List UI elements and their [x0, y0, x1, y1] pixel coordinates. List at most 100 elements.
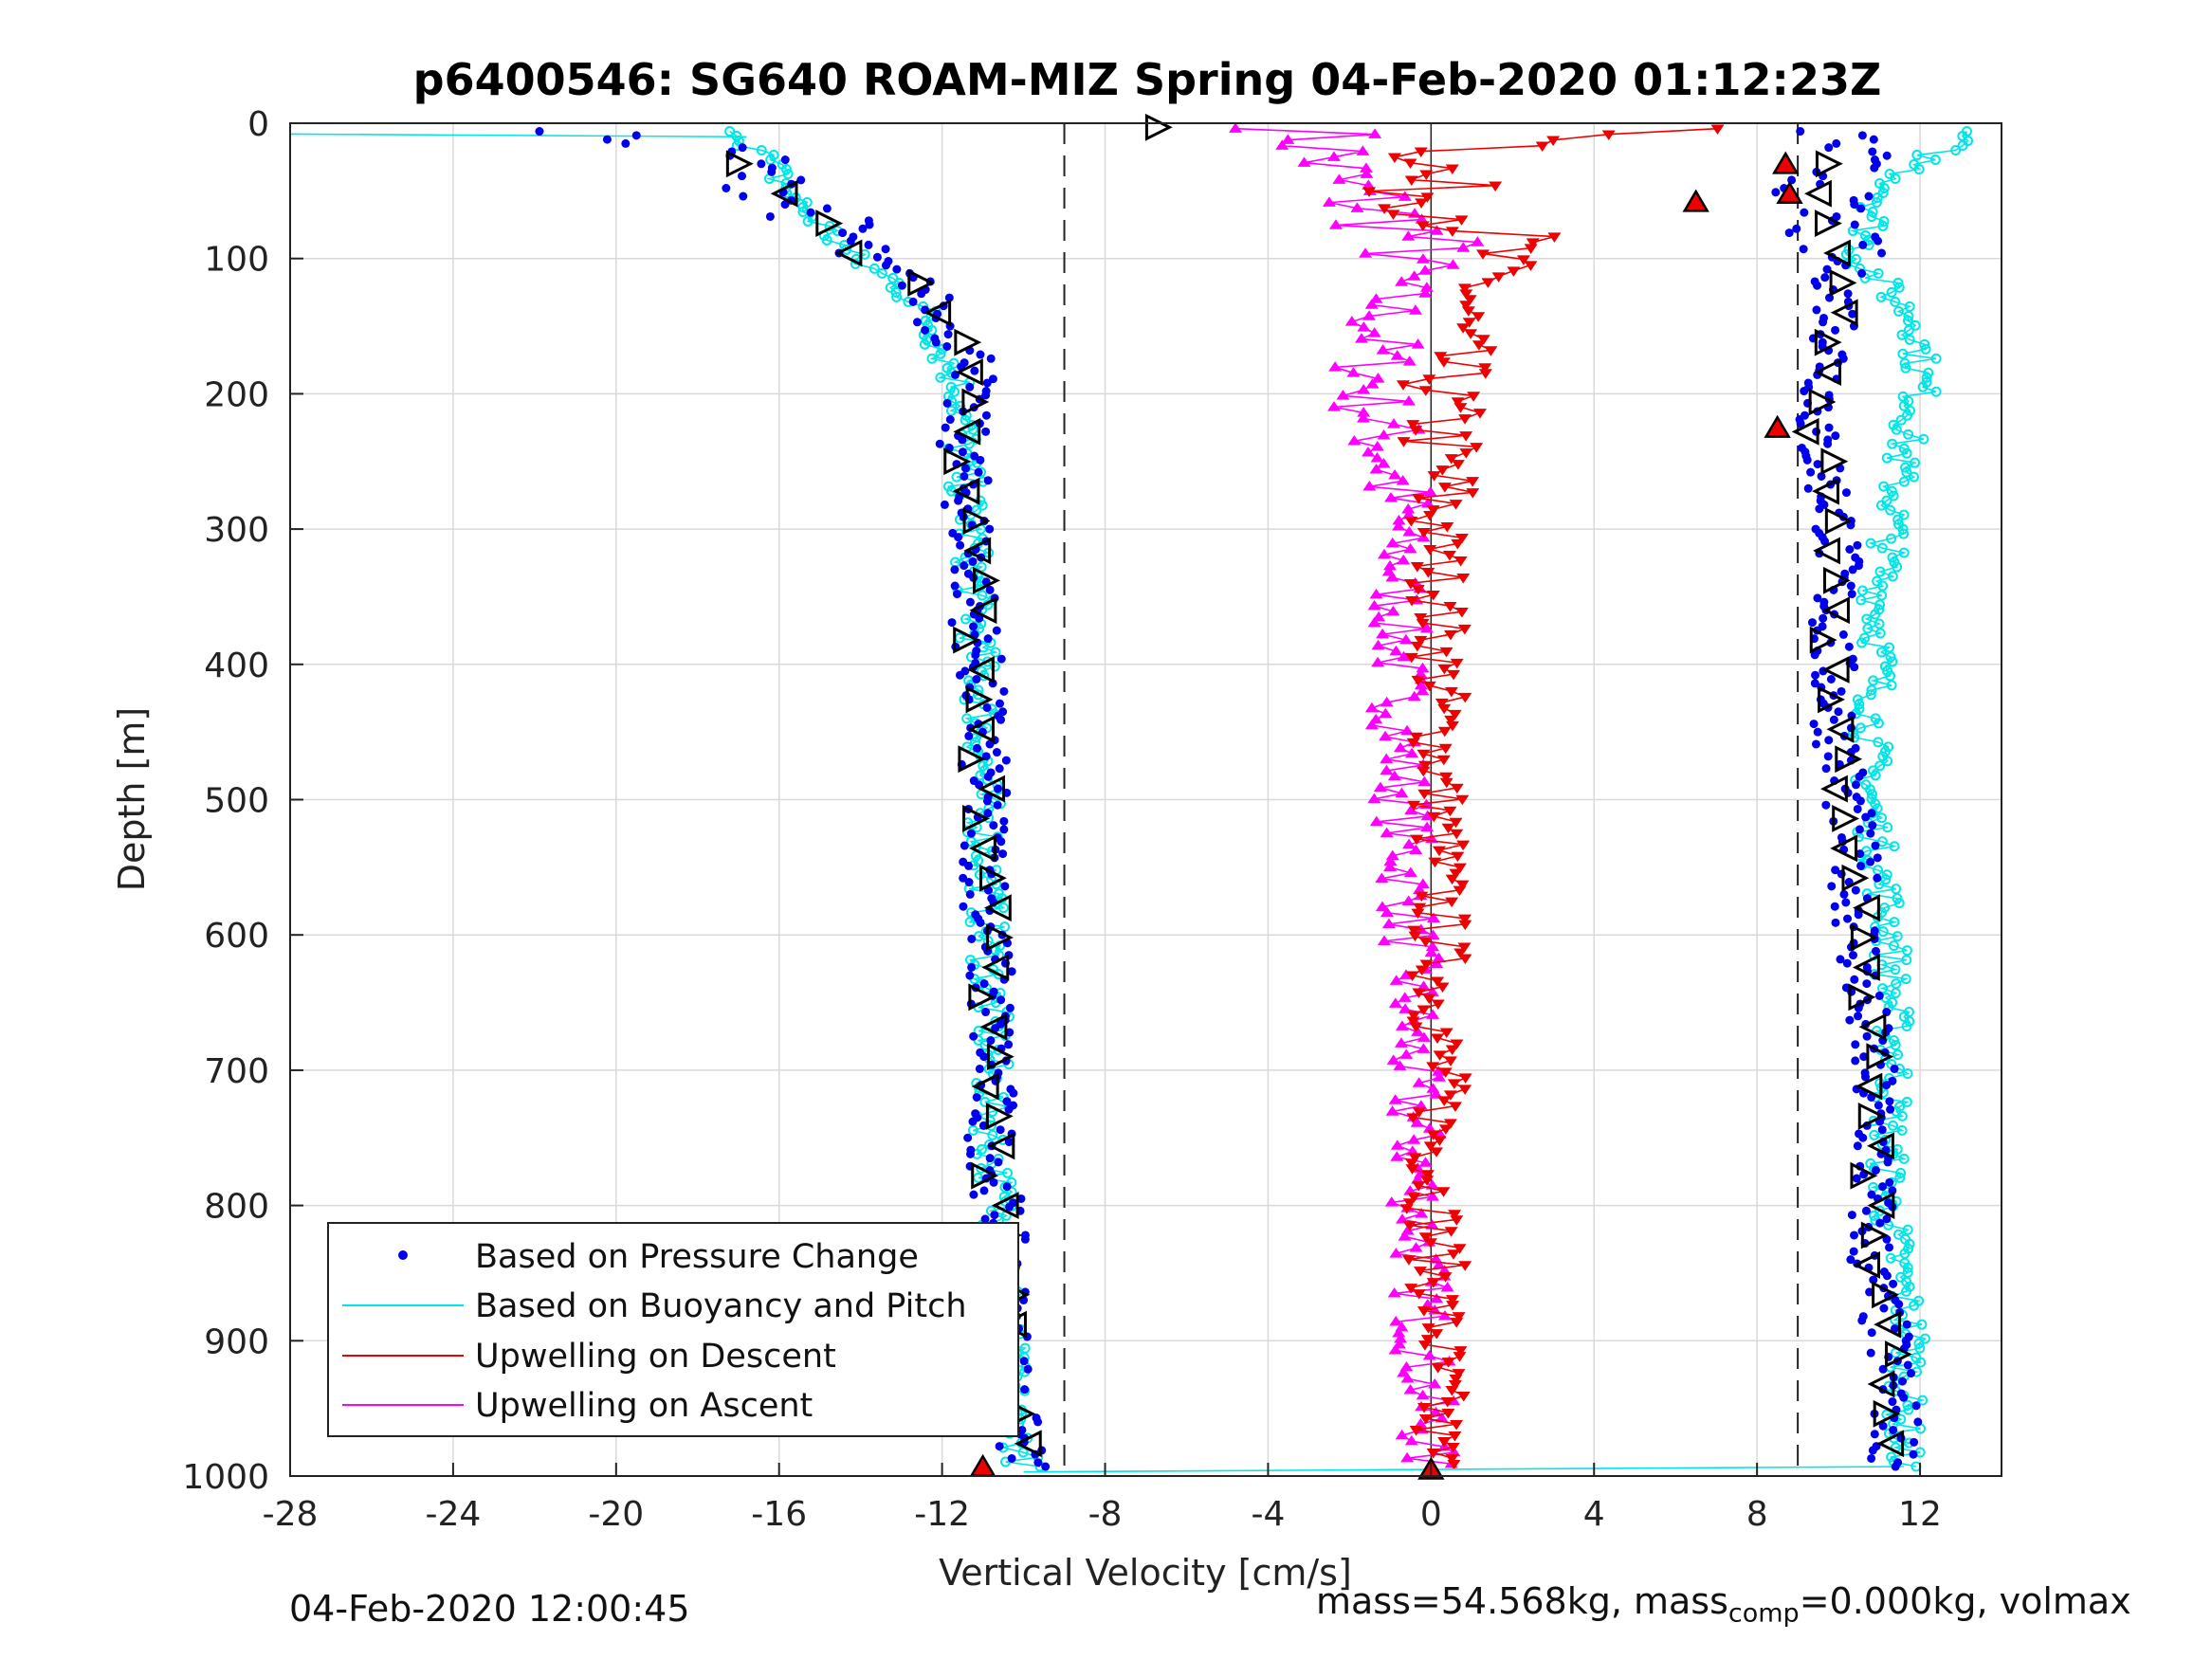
buoyancy-ascent-point [1902, 1262, 1913, 1273]
pressure-descent-point [979, 1186, 989, 1195]
descent-series-point [1546, 136, 1561, 146]
buoyancy-ascent-point [1878, 481, 1890, 492]
pressure-ascent-point [1867, 1190, 1876, 1199]
descent-series-point [1438, 1067, 1453, 1078]
buoyancy-ascent-point [1849, 732, 1860, 743]
pressure-descent-point [985, 524, 995, 534]
buoyancy-ascent-point [1957, 140, 1968, 152]
buoyancy-descent-point [1002, 1167, 1014, 1178]
descent-series-point [1409, 426, 1423, 436]
buoyancy-ascent-point [1881, 452, 1892, 464]
pressure-ascent-point [1865, 1287, 1874, 1297]
ascent-series-point [1407, 1134, 1421, 1144]
descent-series-point [1412, 1181, 1426, 1192]
ascent-series-point [1385, 1105, 1399, 1116]
descent-series-point [1443, 601, 1457, 612]
descent-series-point [1430, 1147, 1444, 1158]
ascent-series-point [1380, 827, 1394, 838]
descent-series-point [1453, 556, 1468, 567]
descent-chevrons-marker [963, 537, 992, 565]
descent-series-point [1524, 244, 1538, 254]
ascent-series-point [1384, 1196, 1398, 1207]
buoyancy-ascent-point [1910, 319, 1921, 331]
buoyancy-ascent-point [1882, 822, 1893, 833]
ascent-series-point [1404, 1434, 1418, 1446]
descent-series-point [1431, 1363, 1445, 1374]
pressure-ascent-point [1906, 1369, 1915, 1378]
pressure-descent-point [954, 533, 963, 542]
pressure-ascent-point [1819, 318, 1828, 327]
buoyancy-descent-point [919, 338, 930, 350]
surface-marker [1144, 113, 1173, 141]
descent-series-point [1441, 823, 1455, 834]
pressure-ascent-point [1850, 663, 1859, 672]
x-tick-label: -12 [914, 1495, 970, 1534]
pressure-ascent-point [1856, 849, 1865, 859]
descent-series-point [1472, 312, 1486, 322]
descent-chevrons-marker [979, 1012, 1008, 1041]
pressure-ascent-point [1784, 228, 1794, 238]
descent-series-point [1404, 175, 1418, 186]
descent-chevrons-marker [971, 1072, 999, 1101]
ascent-series-point [1403, 542, 1417, 554]
buoyancy-ascent-point [1889, 917, 1900, 928]
pressure-descent-point [1000, 882, 1010, 891]
y-tick-label: 300 [204, 511, 269, 550]
buoyancy-ascent-point [1877, 220, 1889, 231]
buoyancy-ascent-point [1877, 580, 1889, 592]
buoyancy-ascent-point [1886, 680, 1897, 691]
buoyancy-ascent-point [1884, 642, 1895, 653]
pressure-ascent-point [1844, 642, 1854, 651]
ascent-series-point [1420, 821, 1435, 832]
pressure-descent-point [970, 366, 979, 375]
ascent-series-point [1390, 1151, 1404, 1161]
x-tick-label: -16 [751, 1495, 807, 1534]
buoyancy-descent-point [945, 405, 957, 416]
pressure-ascent-point [1866, 1348, 1875, 1358]
pressure-descent-point [969, 1190, 978, 1199]
buoyancy-ascent-point [1869, 1129, 1880, 1140]
pressure-ascent-point [1850, 1231, 1859, 1240]
pressure-descent-point [968, 556, 978, 566]
pressure-descent-point [981, 1008, 991, 1017]
ascent-series-point [1433, 1071, 1447, 1082]
ascent-series-point [1407, 690, 1421, 702]
footer-mass-info: mass=54.568kg, masscomp=0.000kg, volmax [1316, 1580, 2131, 1629]
descent-series-point [1410, 834, 1424, 846]
descent-series-point [1418, 937, 1433, 948]
pressure-descent-point [982, 796, 992, 806]
descent-series-point [1445, 164, 1459, 174]
pressure-descent-point [986, 1036, 996, 1046]
descent-series-point [1415, 198, 1429, 209]
descent-chevrons-marker [986, 1043, 1015, 1071]
buoyancy-ascent-point [1923, 367, 1934, 378]
ascent-series-point [1281, 134, 1295, 144]
ascent-series-point [1347, 435, 1362, 446]
ascent-series-point [1326, 151, 1341, 161]
buoyancy-ascent-point [1891, 884, 1902, 895]
pressure-ascent-point [1888, 1397, 1897, 1407]
ascent-chevrons-marker [1821, 656, 1850, 684]
ascent-chevrons-marker [1809, 626, 1837, 654]
ascent-series-point [1383, 861, 1398, 872]
pressure-ascent-point [1867, 1453, 1876, 1463]
pressure-ascent-point [1857, 268, 1867, 278]
ascent-series-point [1428, 1377, 1442, 1389]
ascent-series-point [1346, 367, 1361, 377]
buoyancy-ascent-point [1874, 628, 1886, 639]
pressure-descent-point [1007, 967, 1016, 976]
buoyancy-ascent-point [1871, 196, 1882, 208]
y-axis: 0 100 200 300 400 500 600 700 800 900 1000 [182, 105, 303, 1497]
descent-series-point [1453, 863, 1467, 874]
descent-chevrons-marker [968, 983, 996, 1012]
ascent-series-point [1417, 775, 1432, 787]
descent-series-point [1447, 669, 1461, 681]
descent-series-point [1410, 641, 1424, 652]
descent-series-point [1410, 561, 1424, 573]
buoyancy-descent-point [997, 902, 1009, 914]
x-axis-label: Vertical Velocity [cm/s] [939, 1552, 1352, 1594]
pressure-descent-point [838, 228, 848, 238]
ascent-chevrons-marker [1814, 358, 1841, 386]
descent-series-point [1440, 1397, 1454, 1408]
pressure-ascent-point [1771, 188, 1781, 197]
